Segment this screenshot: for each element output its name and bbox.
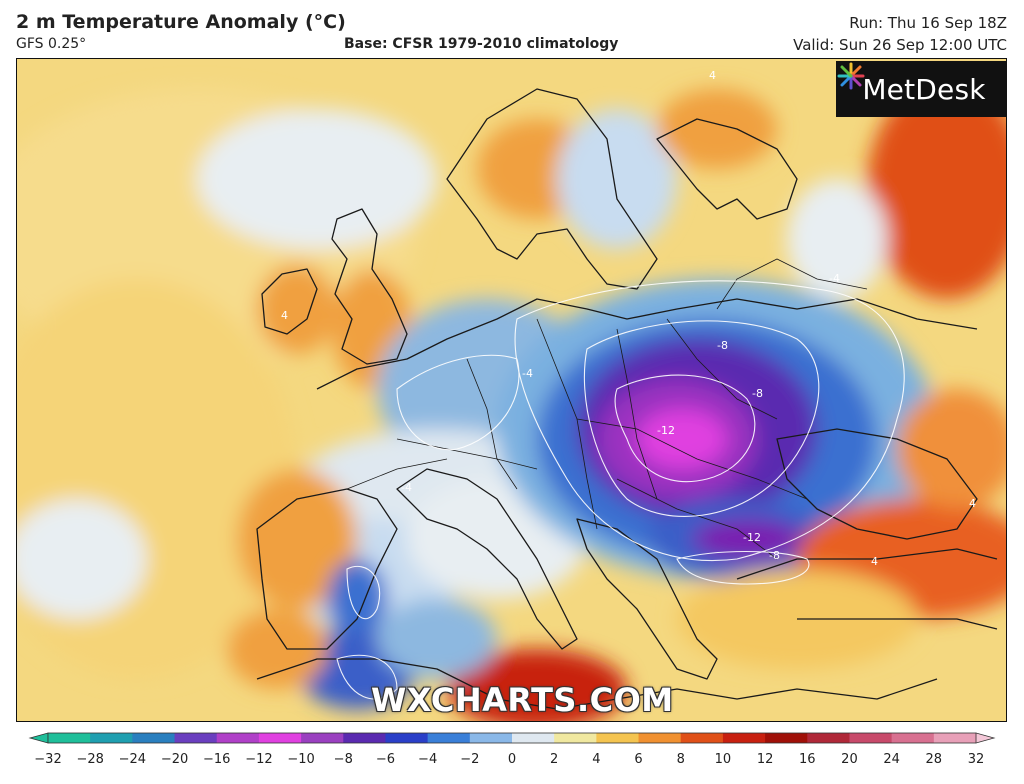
contour-lines bbox=[336, 280, 905, 700]
colorbar-segment bbox=[680, 733, 724, 743]
colorbar-tick-label: 4 bbox=[592, 752, 600, 767]
coastlines bbox=[256, 88, 998, 710]
colorbar-min-arrow bbox=[28, 732, 49, 744]
finland-outline bbox=[656, 118, 798, 220]
contour-label: -4 bbox=[522, 367, 533, 380]
contour-label: -4 bbox=[401, 481, 412, 494]
valid-time-label: Valid: Sun 26 Sep 12:00 UTC bbox=[793, 36, 1007, 54]
colorbar-tick-label: 10 bbox=[715, 752, 732, 767]
colorbar-segment bbox=[638, 733, 682, 743]
metdesk-logo: MetDesk bbox=[836, 61, 1006, 117]
contour-label: -8 bbox=[717, 339, 728, 352]
colorbar-tick-label: −6 bbox=[376, 752, 395, 767]
colorbar: −32 −28 −24 −20 −16 −12 −10 −8 −6 −4 −2 0 2 4 6 8 10 12 16… bbox=[0, 726, 1024, 784]
colorbar-tick-label: 20 bbox=[841, 752, 858, 767]
colorbar-segment bbox=[891, 733, 935, 743]
colorbar-tick-label: −10 bbox=[287, 752, 314, 767]
contour-label: 4 bbox=[969, 497, 976, 510]
colorbar-tick-label: 2 bbox=[550, 752, 558, 767]
colorbar-segment bbox=[933, 733, 977, 743]
colorbar-segment bbox=[174, 733, 218, 743]
colorbar-segment bbox=[807, 733, 850, 743]
borders bbox=[346, 258, 868, 560]
run-time-label: Run: Thu 16 Sep 18Z bbox=[849, 14, 1007, 32]
contour-label: 4 bbox=[871, 555, 878, 568]
contour-label: -4 bbox=[829, 272, 840, 285]
colorbar-tick-label: −28 bbox=[76, 752, 103, 767]
colorbar-max-arrow bbox=[975, 732, 996, 744]
chart-title: 2 m Temperature Anomaly (°C) bbox=[16, 11, 346, 33]
colorbar-segment bbox=[301, 733, 344, 743]
colorbar-tick-label: 28 bbox=[926, 752, 943, 767]
britain-outline bbox=[331, 208, 408, 365]
colorbar-segment bbox=[722, 733, 766, 743]
colorbar-segment bbox=[385, 733, 429, 743]
site-watermark: WXCHARTS.COM bbox=[371, 681, 674, 719]
colorbar-border bbox=[47, 732, 977, 744]
contour-label: 4 bbox=[281, 309, 288, 322]
contour-label-group: -12 -8 -8 -12 -8 -4 -4 -4 4 4 4 4 bbox=[281, 69, 976, 568]
logo-label: MetDesk bbox=[862, 72, 986, 106]
colorbar-segment bbox=[132, 733, 176, 743]
italy-outline bbox=[396, 468, 578, 650]
colorbar-tick-label: −8 bbox=[334, 752, 353, 767]
colorbar-tick-label: 24 bbox=[883, 752, 900, 767]
colorbar-segment bbox=[258, 733, 302, 743]
colorbar-segment bbox=[596, 733, 640, 743]
contour-label: -8 bbox=[752, 387, 763, 400]
colorbar-svg: −32 −28 −24 −20 −16 −12 −10 −8 −6 −4 −2 0 2 4 6 8 10 12 16… bbox=[28, 732, 996, 767]
colorbar-segment bbox=[427, 733, 471, 743]
ireland-outline bbox=[261, 268, 318, 335]
colorbar-tick-label: 0 bbox=[508, 752, 516, 767]
metdesk-burst-icon bbox=[837, 62, 865, 90]
anomaly-map: -12 -8 -8 -12 -8 -4 -4 -4 4 4 4 4 bbox=[16, 58, 1007, 722]
colorbar-tick-label: −20 bbox=[161, 752, 188, 767]
colorbar-segment bbox=[216, 733, 260, 743]
scandinavia-outline bbox=[446, 88, 658, 290]
colorbar-segment bbox=[48, 733, 91, 743]
colorbar-tick-label: −4 bbox=[418, 752, 437, 767]
colorbar-tick-label: 32 bbox=[968, 752, 985, 767]
iberia-outline bbox=[256, 488, 398, 650]
base-climatology-label: Base: CFSR 1979-2010 climatology bbox=[344, 36, 619, 52]
contour-label: -12 bbox=[657, 424, 675, 437]
colorbar-segment bbox=[512, 733, 555, 743]
colorbar-segment bbox=[469, 733, 513, 743]
contour-label: -12 bbox=[743, 531, 761, 544]
colorbar-tick-label: 8 bbox=[677, 752, 685, 767]
colorbar-tick-label: 16 bbox=[799, 752, 816, 767]
colorbar-segment bbox=[849, 733, 893, 743]
contour-label: -8 bbox=[769, 549, 780, 562]
colorbar-tick-label: −24 bbox=[119, 752, 146, 767]
colorbar-tick-label: 6 bbox=[634, 752, 642, 767]
colorbar-segment bbox=[554, 733, 597, 743]
map-canvas: -12 -8 -8 -12 -8 -4 -4 -4 4 4 4 4 bbox=[17, 59, 1006, 721]
map-header: 2 m Temperature Anomaly (°C) GFS 0.25° B… bbox=[0, 0, 1024, 58]
colorbar-tick-label: −2 bbox=[460, 752, 479, 767]
colorbar-tick-label: −16 bbox=[203, 752, 230, 767]
colorbar-tick-label: 12 bbox=[757, 752, 774, 767]
colorbar-tick-label: −32 bbox=[34, 752, 61, 767]
colorbar-segment bbox=[90, 733, 133, 743]
model-label: GFS 0.25° bbox=[16, 36, 87, 52]
colorbar-tick-label: −12 bbox=[245, 752, 272, 767]
contour-label: 4 bbox=[709, 69, 716, 82]
colorbar-segment bbox=[765, 733, 808, 743]
colorbar-segment bbox=[343, 733, 386, 743]
balkans-outline bbox=[576, 518, 718, 680]
